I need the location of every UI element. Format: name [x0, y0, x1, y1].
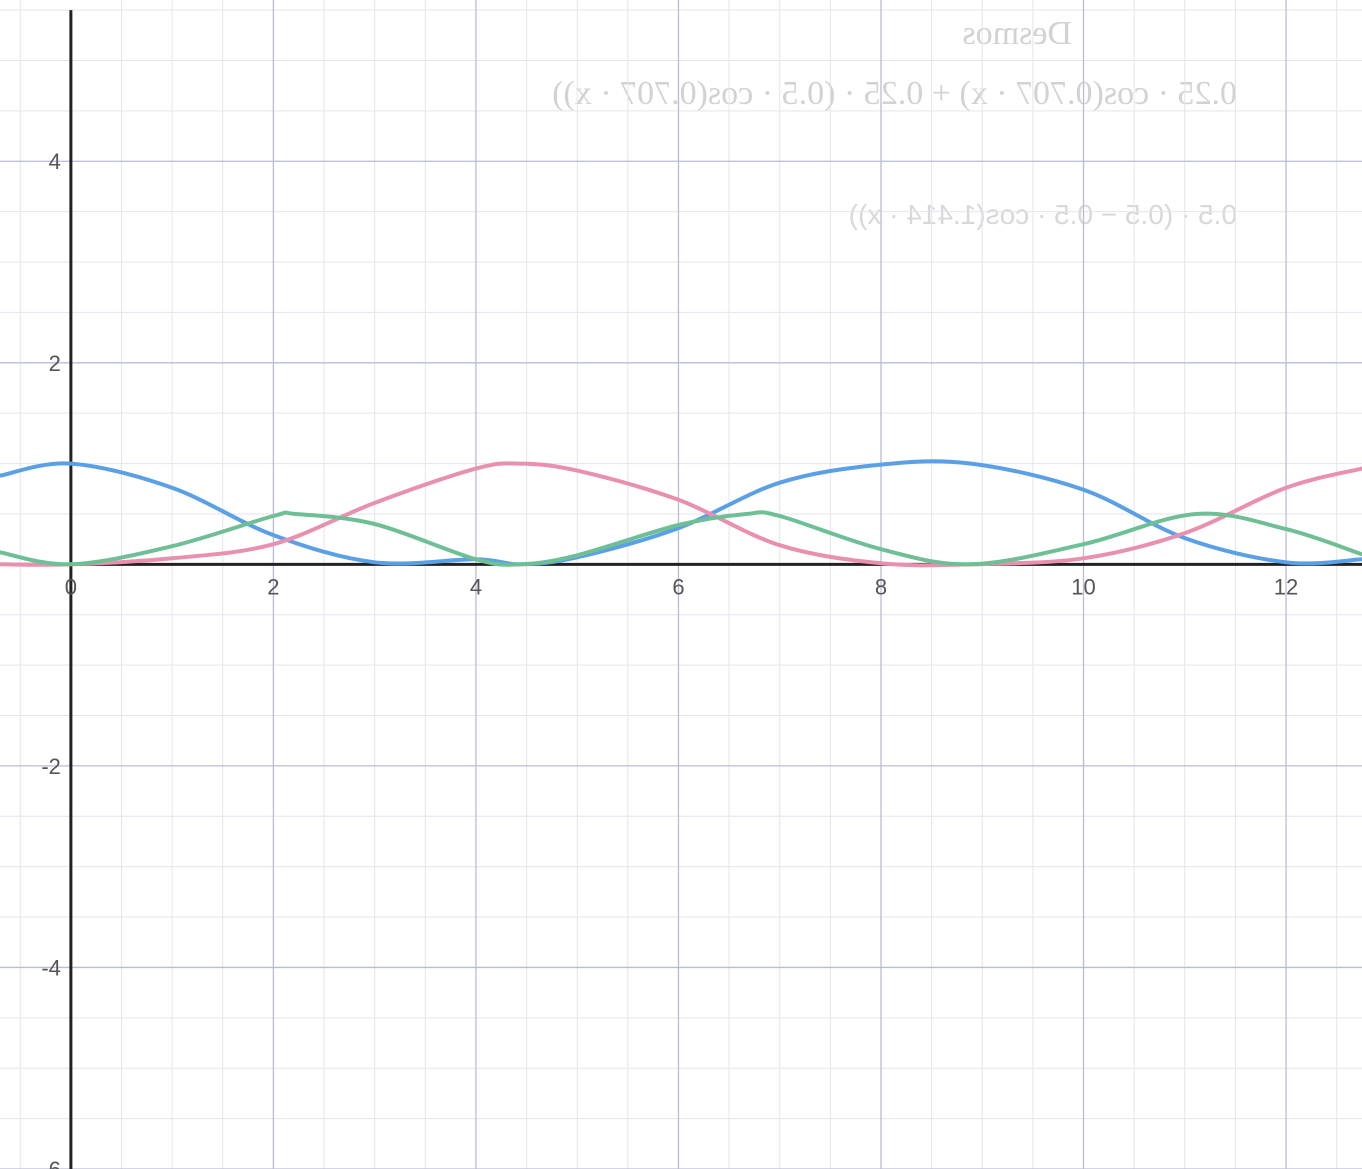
- series-line-2: [0, 461, 1362, 568]
- x-tick-label: 12: [1274, 574, 1298, 599]
- bleed-through-text: Desmos 0.25 · cos(0.707 · x) + 0.25 · (0…: [552, 15, 1237, 230]
- y-tick-label: -2: [41, 754, 61, 779]
- ghost-title: Desmos: [962, 15, 1072, 52]
- ghost-line-1: 0.25 · cos(0.707 · x) + 0.25 · (0.5 · co…: [552, 75, 1237, 112]
- series-line-3: [0, 510, 1362, 567]
- x-tick-label: 6: [672, 574, 684, 599]
- y-tick-label: -6: [41, 1157, 61, 1169]
- y-tick-label: 4: [49, 149, 61, 174]
- y-tick-labels: 4 2 -2 -4 -6: [41, 149, 61, 1169]
- series-line-1: [0, 459, 1362, 567]
- x-tick-labels: 0 2 4 6 8 10 12: [65, 574, 1299, 599]
- x-tick-label: 8: [875, 574, 887, 599]
- x-tick-label: 4: [470, 574, 482, 599]
- x-tick-label: 0: [65, 574, 77, 599]
- y-tick-label: 2: [49, 351, 61, 376]
- series-layer: [0, 459, 1362, 568]
- ghost-line-2: 0.5 · (0.5 − 0.5 · cos(1.414 · x)): [849, 199, 1237, 230]
- y-tick-label: -4: [41, 955, 61, 980]
- axes: [0, 10, 1362, 1169]
- x-tick-label: 2: [267, 574, 279, 599]
- x-tick-label: 10: [1071, 574, 1095, 599]
